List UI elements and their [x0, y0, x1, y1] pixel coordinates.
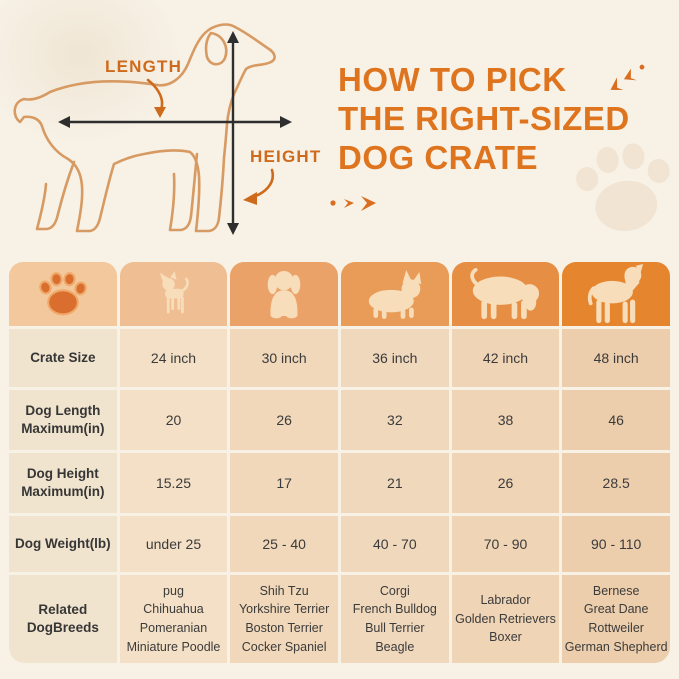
row-label-crate-size: Crate Size — [9, 329, 117, 387]
dog-outline-icon — [13, 23, 276, 233]
dog-weight-value: 40 - 70 — [340, 516, 449, 572]
title-line-1: HOW TO PICK — [338, 61, 567, 98]
corgi-silhouette-icon — [368, 269, 422, 319]
chevron-marks-icon — [610, 64, 645, 91]
table-header-42inch — [451, 262, 560, 326]
crate-size-value: 24 inch — [119, 329, 228, 387]
table-header-corner — [9, 262, 117, 326]
dog-weight-value: 70 - 90 — [451, 516, 560, 572]
crate-size-value: 48 inch — [562, 329, 670, 387]
dog-length-value: 20 — [119, 390, 228, 450]
shih-tzu-silhouette-icon — [267, 271, 301, 319]
dog-length-value: 46 — [562, 390, 670, 450]
breeds-value: Shih Tzu Yorkshire Terrier Boston Terrie… — [230, 575, 338, 663]
row-label-dog-length: Dog Length Maximum(in) — [9, 390, 117, 450]
height-pointer-arrow — [243, 168, 275, 205]
breeds-value: Bernese Great Dane Rottweiler German She… — [562, 575, 670, 663]
dog-measurement-diagram: LENGTH HEIGHT — [13, 23, 321, 235]
table-header-30inch — [230, 262, 338, 326]
crate-size-value: 42 inch — [451, 329, 560, 387]
crate-size-value: 36 inch — [340, 329, 449, 387]
large-dog-silhouette-icon — [588, 264, 644, 324]
bottom-margin — [0, 663, 679, 679]
crate-size-table: Crate Size 24 inch 30 inch 36 inch 42 in… — [9, 262, 670, 663]
measurement-arrows — [58, 31, 292, 235]
crate-size-value: 30 inch — [230, 329, 338, 387]
length-label: LENGTH — [105, 57, 182, 76]
breeds-value: Labrador Golden Retrievers Boxer — [451, 575, 560, 663]
dog-weight-value: 25 - 40 — [230, 516, 338, 572]
dog-weight-value: 90 - 110 — [562, 516, 670, 572]
title-line-3: DOG CRATE — [338, 139, 539, 176]
chihuahua-silhouette-icon — [160, 271, 190, 314]
table-header-36inch — [340, 262, 449, 326]
dog-height-value: 21 — [340, 453, 449, 513]
dog-height-value: 26 — [451, 453, 560, 513]
height-label: HEIGHT — [250, 147, 321, 166]
dog-height-value: 15.25 — [119, 453, 228, 513]
dog-length-value: 32 — [340, 390, 449, 450]
length-pointer-arrow — [146, 78, 166, 118]
paw-icon — [39, 272, 87, 316]
dog-length-value: 38 — [451, 390, 560, 450]
row-label-dog-height: Dog Height Maximum(in) — [9, 453, 117, 513]
shaggy-dog-silhouette-icon — [470, 267, 540, 319]
page-title: HOW TO PICK THE RIGHT-SIZED DOG CRATE — [338, 60, 674, 177]
table-header-48inch — [562, 262, 670, 326]
breeds-value: Corgi French Bulldog Bull Terrier Beagle — [340, 575, 449, 663]
title-line-2: THE RIGHT-SIZED — [338, 100, 630, 137]
dog-weight-value: under 25 — [119, 516, 228, 572]
row-label-breeds: Related DogBreeds — [9, 575, 117, 663]
chevron-marks-icon — [330, 196, 376, 211]
dog-height-value: 28.5 — [562, 453, 670, 513]
row-label-dog-weight: Dog Weight(lb) — [9, 516, 117, 572]
dog-height-value: 17 — [230, 453, 338, 513]
breeds-value: pug Chihuahua Pomeranian Miniature Poodl… — [119, 575, 228, 663]
dog-length-value: 26 — [230, 390, 338, 450]
table-header-24inch — [119, 262, 228, 326]
